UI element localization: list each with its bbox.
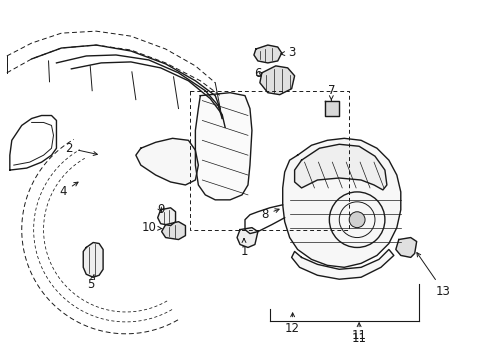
- Polygon shape: [83, 243, 103, 277]
- Text: 7: 7: [327, 84, 334, 100]
- Polygon shape: [294, 144, 386, 190]
- Text: 2: 2: [65, 142, 97, 156]
- Polygon shape: [237, 228, 257, 247]
- Text: 9: 9: [157, 203, 164, 216]
- Text: 3: 3: [280, 46, 295, 59]
- Text: 1: 1: [240, 239, 247, 258]
- Polygon shape: [253, 45, 281, 63]
- Polygon shape: [259, 66, 294, 95]
- Text: 11: 11: [351, 329, 366, 342]
- Polygon shape: [157, 208, 175, 226]
- Polygon shape: [195, 93, 251, 200]
- Polygon shape: [136, 138, 198, 185]
- Polygon shape: [325, 100, 339, 116]
- Polygon shape: [291, 249, 393, 279]
- Text: 4: 4: [60, 182, 78, 198]
- Text: 13: 13: [416, 253, 450, 298]
- Text: 6: 6: [254, 67, 261, 80]
- Polygon shape: [282, 138, 400, 267]
- Text: 5: 5: [87, 275, 95, 291]
- Text: 10: 10: [141, 221, 162, 234]
- Polygon shape: [395, 238, 416, 257]
- Circle shape: [348, 212, 365, 228]
- Text: 12: 12: [285, 313, 300, 336]
- Text: 8: 8: [261, 208, 279, 221]
- Text: 11: 11: [351, 323, 366, 345]
- Polygon shape: [162, 222, 185, 239]
